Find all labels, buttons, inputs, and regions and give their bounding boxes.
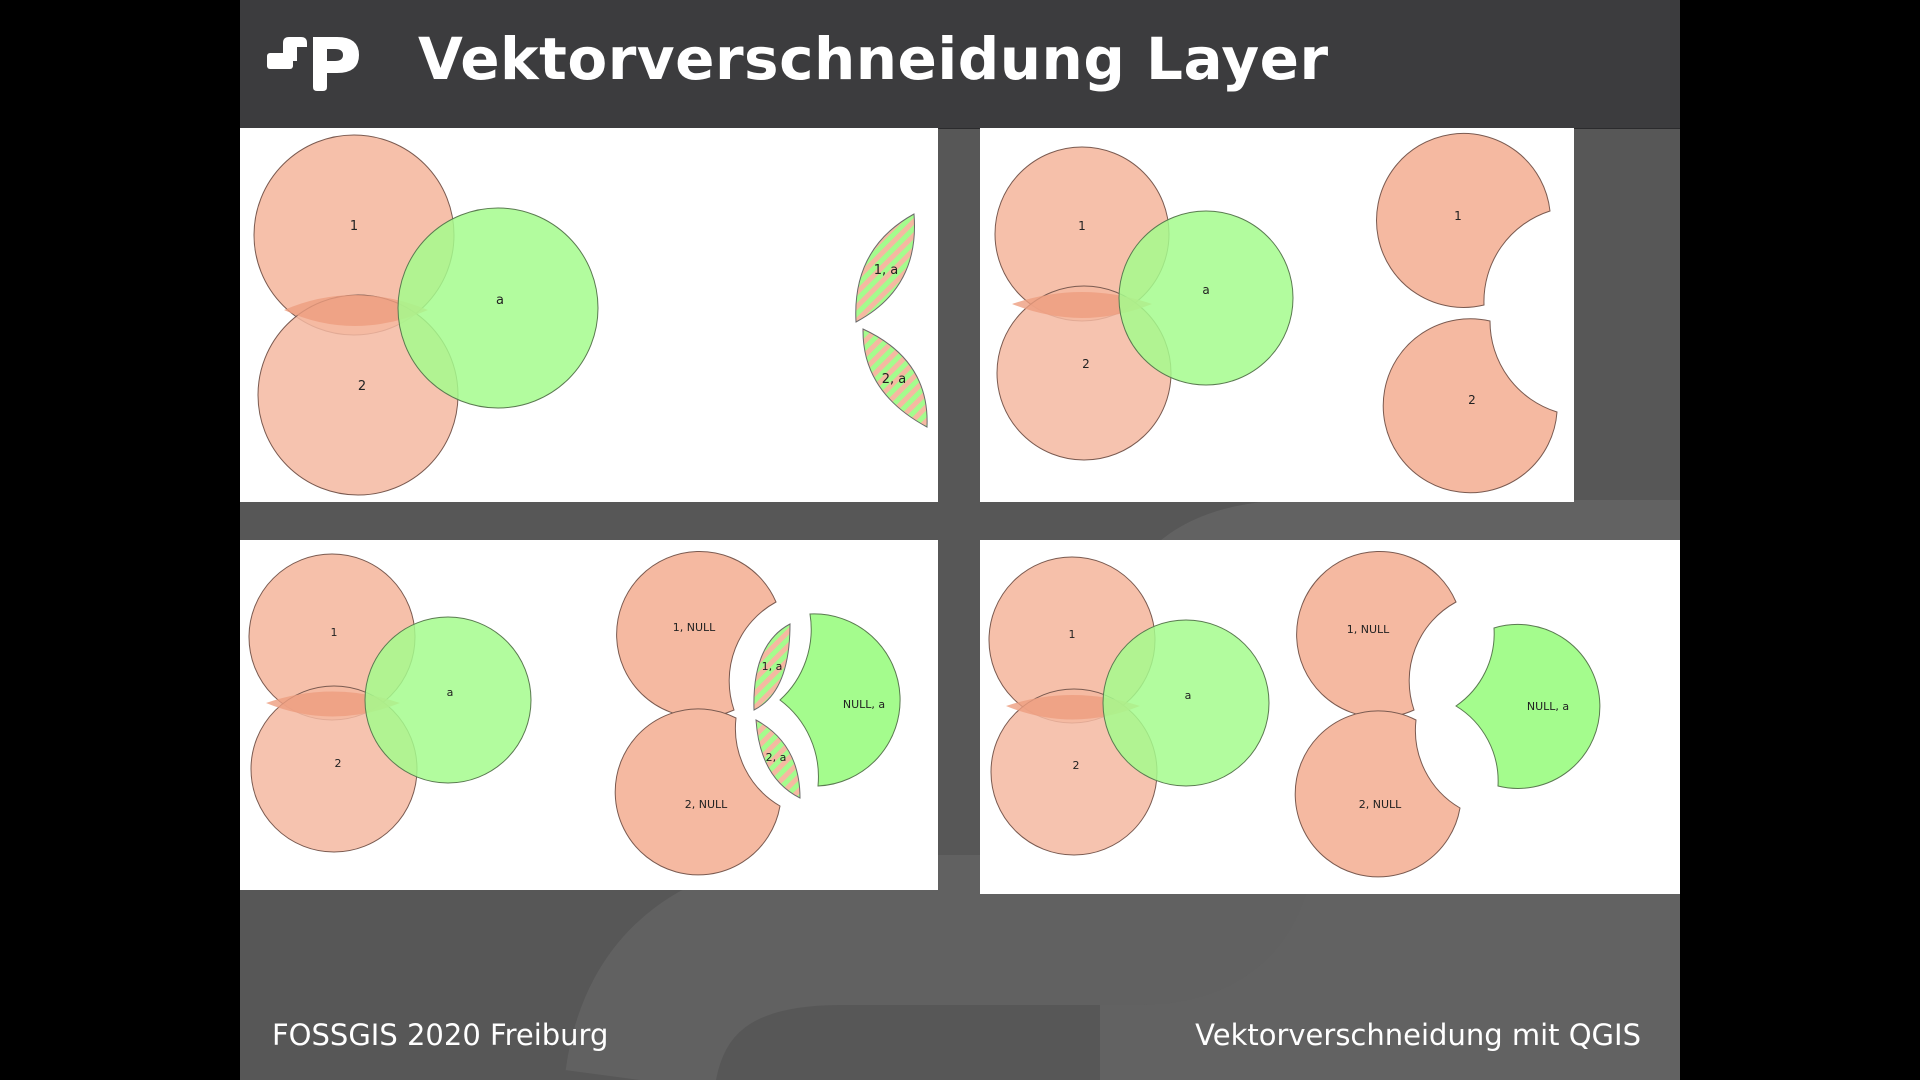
header-bar: Vektorverschneidung Layer bbox=[240, 0, 1680, 129]
label-2: 2 bbox=[1073, 759, 1080, 772]
output-shape-null-a bbox=[1455, 623, 1601, 789]
lens-1-a bbox=[855, 213, 916, 323]
label-null-a: NULL, a bbox=[843, 698, 885, 711]
lens-2-a bbox=[862, 328, 928, 428]
label-1: 1 bbox=[350, 219, 358, 234]
overlap-region bbox=[284, 295, 428, 326]
circle-a bbox=[1118, 210, 1294, 386]
output-shape-2-null bbox=[614, 708, 781, 876]
label-1: 1 bbox=[1069, 628, 1076, 641]
label-2: 2 bbox=[358, 379, 366, 394]
intersection-panel: 1 a 2 1, a 2, a bbox=[240, 128, 938, 502]
lens-2-a bbox=[755, 719, 801, 799]
page-title: Vektorverschneidung Layer bbox=[418, 25, 1329, 93]
label-2-null: 2, NULL bbox=[1359, 798, 1402, 811]
label-2-a: 2, a bbox=[766, 751, 787, 764]
union-diagram: 1 a 2 1, NULL 1, a NULL, a 2, a 2, NULL bbox=[248, 550, 901, 876]
intersection-diagram: 1 a 2 1, a 2, a bbox=[253, 134, 928, 496]
output-shape-1-null bbox=[616, 550, 777, 718]
label-2-a: 2, a bbox=[882, 372, 907, 387]
label-1: 1 bbox=[331, 626, 338, 639]
symmetric-difference-panel: 1 a 2 1, NULL NULL, a 2, NULL bbox=[980, 540, 1680, 894]
circle-a bbox=[1102, 619, 1270, 787]
output-shape-1-null-body bbox=[1296, 550, 1457, 718]
circle-a bbox=[397, 207, 599, 409]
label-out-2: 2 bbox=[1468, 393, 1476, 407]
label-a: a bbox=[447, 686, 454, 699]
label-out-1: 1 bbox=[1454, 209, 1462, 223]
difference-diagram: 1 a 2 1 2 bbox=[994, 132, 1558, 494]
label-1-null: 1, NULL bbox=[1347, 623, 1390, 636]
fossgis-logo-icon bbox=[267, 37, 359, 91]
label-1: 1 bbox=[1078, 219, 1086, 233]
lens-1-a bbox=[753, 623, 791, 711]
label-1-null: 1, NULL bbox=[673, 621, 716, 634]
output-shape-1 bbox=[1376, 132, 1551, 308]
output-shape-null-a bbox=[779, 613, 901, 787]
union-panel: 1 a 2 1, NULL 1, a NULL, a 2, a 2, NULL bbox=[240, 540, 938, 890]
difference-panel: 1 a 2 1 2 bbox=[980, 128, 1574, 502]
overlap-region bbox=[1012, 292, 1152, 318]
symmetric-difference-diagram: 1 a 2 1, NULL NULL, a 2, NULL bbox=[988, 550, 1601, 878]
label-2: 2 bbox=[1082, 357, 1090, 371]
label-1-a: 1, a bbox=[762, 660, 783, 673]
slide: Vektorverschneidung Layer 1 a 2 1, a 2, … bbox=[240, 0, 1680, 1080]
label-a: a bbox=[496, 293, 504, 308]
circle-a bbox=[364, 616, 532, 784]
output-shape-2 bbox=[1382, 318, 1558, 494]
label-2-null: 2, NULL bbox=[685, 798, 728, 811]
footer-event: FOSSGIS 2020 Freiburg bbox=[272, 1018, 609, 1052]
label-a: a bbox=[1202, 283, 1209, 297]
label-null-a: NULL, a bbox=[1527, 700, 1569, 713]
label-1-a: 1, a bbox=[874, 263, 899, 278]
label-2: 2 bbox=[335, 757, 342, 770]
footer-topic: Vektorverschneidung mit QGIS bbox=[1195, 1018, 1641, 1052]
output-shape-2-null bbox=[1294, 710, 1461, 878]
label-a: a bbox=[1185, 689, 1192, 702]
